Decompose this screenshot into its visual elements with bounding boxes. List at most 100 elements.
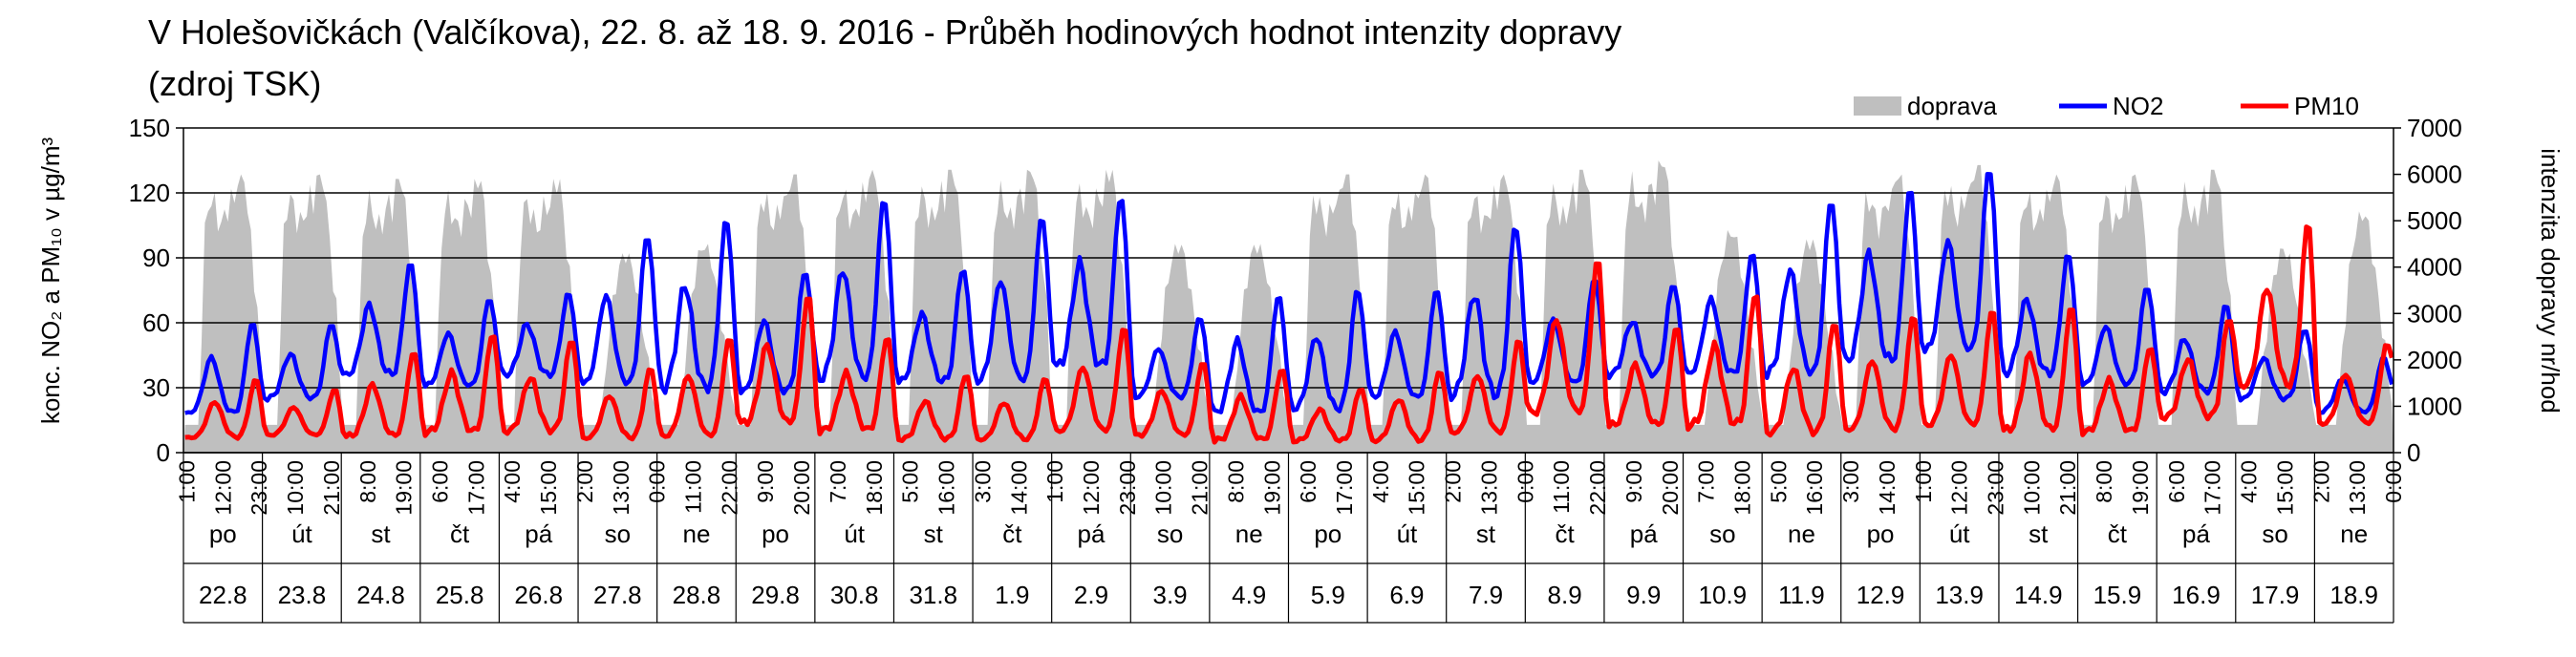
x-hour-tick-label: 9:00 [1621,460,1646,503]
date-label: 7.9 [1469,581,1503,609]
date-label: 12.9 [1857,581,1905,609]
x-hour-tick-label: 2:00 [2308,460,2333,503]
y-left-tick-label: 90 [142,244,170,272]
y-right-tick-label: 3000 [2407,299,2462,328]
x-hour-tick-label: 12:00 [1947,460,1972,516]
series-pm10-line [184,224,2394,445]
x-hour-tick-label: 23:00 [247,460,271,516]
date-label: 10.9 [1699,581,1748,609]
x-hour-tick-label: 2:00 [1441,460,1466,503]
date-label: 9.9 [1626,581,1661,609]
series-no2-line [184,171,2394,415]
x-hour-tick-label: 23:00 [1115,460,1140,516]
x-hour-tick-label: 7:00 [1694,460,1719,503]
day-of-week-label: st [924,519,944,548]
x-hour-tick-label: 16:00 [1802,460,1827,516]
day-of-week-label: so [605,519,631,548]
y-right-tick-label: 6000 [2407,160,2462,189]
x-hour-tick-label: 2:00 [572,460,597,503]
x-hour-tick-label: 14:00 [1875,460,1900,516]
x-hour-tick-label: 5:00 [1766,460,1791,503]
y-left-tick-label: 0 [157,438,170,467]
x-hour-tick-label: 6:00 [2164,460,2189,503]
day-of-week-label: so [1709,519,1735,548]
y-right-axis-title: intenzita dopravy nr/hod [2536,148,2565,413]
date-label: 6.9 [1389,581,1424,609]
x-hour-tick-label: 14:00 [1006,460,1031,516]
x-hour-tick-label: 4:00 [500,460,525,503]
x-hour-tick-label: 20:00 [1658,460,1683,516]
legend: doprava NO2 PM10 [1854,92,2359,120]
x-hour-tick-label: 13:00 [2345,460,2370,516]
y-right-tick-label: 2000 [2407,346,2462,374]
date-label: 13.9 [1935,581,1984,609]
y-right-tick-label: 1000 [2407,392,2462,420]
x-hour-tick-label: 8:00 [1223,460,1248,503]
x-hour-tick-label: 17:00 [2200,460,2225,516]
x-hour-tick-label: 13:00 [609,460,633,516]
x-hour-tick-label: 22:00 [1585,460,1610,516]
day-of-week-label: ne [682,519,710,548]
legend-label-NO2: NO2 [2113,92,2163,120]
y-right-tick-label: 0 [2407,438,2420,467]
day-of-week-label: so [2262,519,2287,548]
day-of-week-label: pá [1078,519,1106,548]
x-hour-tick-label: 18:00 [1730,460,1755,516]
x-hour-tick-label: 4:00 [2237,460,2262,503]
x-hour-tick-label: 17:00 [1332,460,1357,516]
date-label: 25.8 [436,581,484,609]
x-hour-tick-label: 8:00 [355,460,380,503]
x-hour-tick-label: 11:00 [681,460,706,514]
x-hour-tick-label: 21:00 [319,460,344,516]
date-label: 22.8 [199,581,247,609]
date-label: 8.9 [1548,581,1582,609]
y-left-tick-label: 60 [142,308,170,337]
x-hour-tick-label: 17:00 [463,460,488,516]
day-of-week-label: po [762,519,789,548]
x-hour-tick-label: 19:00 [1259,460,1284,516]
x-hour-tick-label: 1:00 [1042,460,1067,503]
date-label: 15.9 [2093,581,2142,609]
x-hour-tick-label: 15:00 [2272,460,2297,516]
x-hour-tick-label: 12:00 [1079,460,1104,516]
date-label: 26.8 [514,581,563,609]
date-label: 14.9 [2014,581,2063,609]
x-hour-tick-label: 19:00 [2128,460,2153,516]
date-label: 16.9 [2172,581,2221,609]
x-hour-tick-label: 5:00 [898,460,923,503]
x-hour-tick-label: 10:00 [1151,460,1176,516]
date-label: 29.8 [751,581,800,609]
day-of-week-label: ne [2340,519,2368,548]
day-of-week-label: út [1949,519,1970,548]
x-hour-tick-label: 1:00 [174,460,199,503]
y-right-tick-label: 4000 [2407,253,2462,282]
x-hour-tick-label: 12:00 [210,460,235,516]
day-of-week-label: po [1314,519,1342,548]
x-hour-tick-label: 18:00 [862,460,887,516]
y-left-tick-label: 120 [129,179,170,207]
day-of-week-label: po [1867,519,1895,548]
x-hour-tick-label: 11:00 [1549,460,1574,514]
date-label: 3.9 [1153,581,1188,609]
x-hour-tick-label: 15:00 [1405,460,1429,516]
x-hour-tick-label: 8:00 [2092,460,2116,503]
x-hour-tick-label: 9:00 [753,460,778,503]
x-hour-tick-label: 3:00 [970,460,995,503]
day-of-week-label: čt [1556,519,1576,548]
x-hour-tick-label: 7:00 [826,460,850,503]
day-of-week-label: út [291,519,312,548]
legend-label-doprava: doprava [1907,92,1997,120]
date-label: 31.8 [909,581,957,609]
day-of-week-label: čt [2108,519,2128,548]
day-of-week-label: čt [1002,519,1022,548]
x-hour-tick-label: 22:00 [717,460,741,516]
chart-title-line-2: (zdroj TSK) [148,64,322,103]
day-of-week-label: pá [525,519,552,548]
y-left-tick-label: 150 [129,114,170,142]
series-doprava-area [183,160,2394,453]
x-hour-tick-label: 3:00 [1838,460,1863,503]
x-hour-tick-label: 13:00 [1477,460,1502,516]
date-label: 17.9 [2251,581,2300,609]
day-of-week-label: ne [1235,519,1263,548]
legend-label-PM10: PM10 [2294,92,2359,120]
